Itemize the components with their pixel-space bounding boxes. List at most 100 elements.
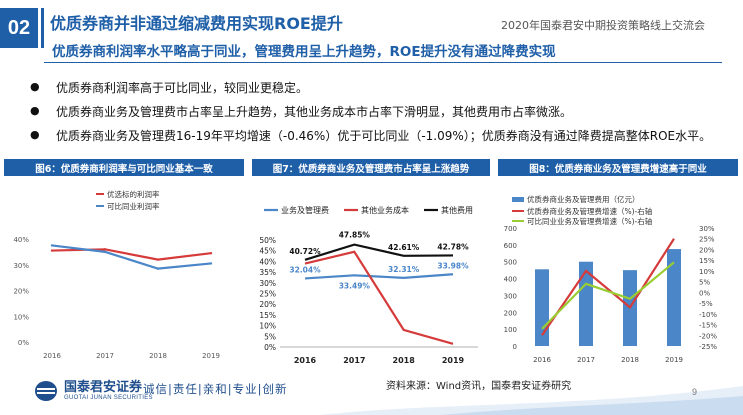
- logo-mark-icon: [35, 381, 57, 401]
- x-tick-label: 2017: [343, 356, 365, 365]
- data-point: [156, 267, 160, 270]
- series-line: [51, 244, 212, 270]
- legend-label: 优质券商业务及管理费用（亿元）: [527, 194, 640, 204]
- chart-panel-profit-margin: 图6：优质券商利润率与可比同业基本一致 0% 10% 20% 30% 40% 2016 20…: [4, 159, 244, 372]
- legend-swatch: [512, 197, 524, 202]
- y2-tick-label: 0%: [699, 289, 710, 297]
- y2-tick-label: 30%: [699, 225, 715, 233]
- conference-name: 2020年国泰君安中期投资策略线上交流会: [501, 19, 705, 32]
- data-label: 42.78%: [437, 242, 469, 251]
- x-tick-label: 2018: [621, 356, 639, 364]
- data-point: [50, 244, 54, 247]
- y-tick-label: 40%: [259, 257, 276, 266]
- y-tick-label: 50%: [259, 236, 276, 245]
- y2-tick-label: 25%: [699, 236, 715, 244]
- market-share-chart: 0% 5%10% 15% 20%25% 30% 35% 40%45% 50% 2016 2017 2…: [259, 205, 478, 365]
- bullet-dot-icon: ●: [30, 80, 40, 93]
- expense-growth-chart: 0 100 200 300 400 500 600 700 -25% -20% -15% -10% -5…: [504, 194, 718, 364]
- y2-tick-label: 5%: [699, 279, 710, 287]
- y2-tick-label: -25%: [699, 343, 717, 351]
- y-tick-label: 40%: [13, 236, 29, 244]
- header-rule: [44, 62, 722, 63]
- page-title: 优质券商并非通过缩减费用实现ROE提升: [50, 14, 343, 33]
- y2-tick-label: 20%: [699, 246, 715, 254]
- company-logo: 国泰君安证券 GUOTAI JUNAN SECURITIES: [34, 380, 153, 402]
- data-point: [156, 258, 160, 261]
- bullet-text: 优质券商业务及管理费16-19年平均增速（-0.46%）优于可比同业（-1.09…: [56, 129, 712, 143]
- footer-wave-decoration: [320, 386, 743, 415]
- data-label: 32.04%: [289, 265, 321, 274]
- x-tick-label: 2016: [294, 356, 317, 365]
- bullet-item: ● 优质券商业务及管理费16-19年平均增速（-0.46%）优于可比同业（-1.0…: [30, 127, 735, 151]
- x-tick-label: 2017: [577, 356, 595, 364]
- legend-label: 其他费用: [441, 205, 473, 215]
- y-tick-label: 20%: [259, 300, 276, 309]
- x-tick-label: 2019: [665, 356, 683, 364]
- page-number: 9: [692, 387, 698, 397]
- y2-tick-label: 15%: [699, 257, 715, 265]
- series-line: [541, 261, 675, 330]
- y2-tick-label: -10%: [699, 311, 717, 319]
- y-tick-label: 10%: [259, 322, 276, 331]
- y2-tick-label: -5%: [699, 300, 713, 308]
- bullet-text: 优质券商业务及管理费市占率呈上升趋势，其他业务成本市占率下滑明显，其他费用市占率…: [56, 105, 573, 119]
- company-slogan: 诚信|责任|亲和|专业|创新: [143, 382, 288, 396]
- chart-heading: 图6：优质券商利润率与可比同业基本一致: [4, 159, 244, 176]
- logo-text: 国泰君安证券 GUOTAI JUNAN SECURITIES: [64, 380, 153, 402]
- data-label: 33.98%: [437, 261, 469, 270]
- y-tick-label: 30%: [259, 279, 276, 288]
- bar: [667, 249, 681, 346]
- bar: [579, 261, 593, 346]
- data-point: [209, 251, 213, 255]
- chart-panel-expense-growth: 图8：优质券商业务及管理费增速高于同业 0 100 200 300 400 500 600 7…: [498, 159, 738, 372]
- y-tick-label: 0: [513, 343, 517, 351]
- y2-tick-label: 10%: [699, 268, 715, 276]
- y-tick-label: 200: [504, 309, 517, 317]
- series-line: [304, 273, 454, 280]
- x-tick-label: 2016: [43, 352, 61, 360]
- chart-heading: 图8：优质券商业务及管理费增速高于同业: [498, 159, 738, 176]
- data-point: [209, 262, 213, 265]
- chart-panel-market-share: 图7：优质券商业务及管理费市占率呈上涨趋势 0% 5% 10% 15% 20% 25% 30…: [252, 159, 490, 372]
- x-tick-label: 2018: [393, 356, 416, 365]
- y-tick-label: 45%: [259, 247, 276, 256]
- data-label: 33.49%: [339, 281, 371, 290]
- x-tick-label: 2017: [96, 352, 114, 360]
- y-tick-label: 500: [504, 259, 517, 267]
- y2-tick-label: -15%: [699, 322, 717, 330]
- y-tick-label: 100: [504, 326, 517, 334]
- x-tick-label: 2018: [149, 352, 167, 360]
- series-line: [51, 248, 212, 261]
- bullet-list: ● 优质券商利润率高于可比同业，较同业更稳定。 ● 优质券商业务及管理费市占率呈上升…: [30, 79, 735, 151]
- data-point: [50, 249, 54, 252]
- y-tick-label: 300: [504, 292, 517, 300]
- y-tick-label: 700: [504, 225, 517, 233]
- y-tick-label: 0%: [264, 343, 276, 352]
- y-tick-label: 5%: [264, 332, 276, 341]
- footer: 国泰君安证券 GUOTAI JUNAN SECURITIES 诚信|责任|亲和|…: [0, 372, 743, 415]
- y-tick-label: 600: [504, 242, 517, 250]
- legend-label: 优选标的利润率: [107, 189, 160, 199]
- x-tick-label: 2019: [442, 356, 465, 365]
- legend-label: 业务及管理费: [281, 205, 329, 215]
- y-tick-label: 10%: [13, 313, 29, 321]
- data-label: 40.72%: [289, 247, 321, 256]
- bullet-text: 优质券商利润率高于可比同业，较同业更稳定。: [56, 81, 309, 95]
- title-divider: [41, 8, 44, 48]
- legend-label: 可比同业利润率: [107, 201, 160, 211]
- series-line: [304, 243, 454, 261]
- x-tick-label: 2019: [202, 352, 220, 360]
- data-point: [103, 250, 107, 254]
- logo-name: 国泰君安证券: [64, 380, 143, 395]
- data-label: 42.61%: [388, 243, 420, 252]
- bullet-dot-icon: ●: [30, 104, 40, 117]
- series-line: [304, 250, 454, 345]
- y-tick-label: 15%: [259, 311, 276, 320]
- bullet-item: ● 优质券商业务及管理费市占率呈上升趋势，其他业务成本市占率下滑明显，其他费用市占…: [30, 103, 735, 127]
- logo-english-name: GUOTAI JUNAN SECURITIES: [64, 395, 153, 401]
- y-tick-label: 20%: [13, 288, 29, 296]
- data-label: 47.85%: [339, 231, 371, 240]
- data-point: [103, 248, 107, 251]
- y2-tick-label: -20%: [699, 332, 717, 340]
- y-tick-label: 35%: [259, 268, 276, 277]
